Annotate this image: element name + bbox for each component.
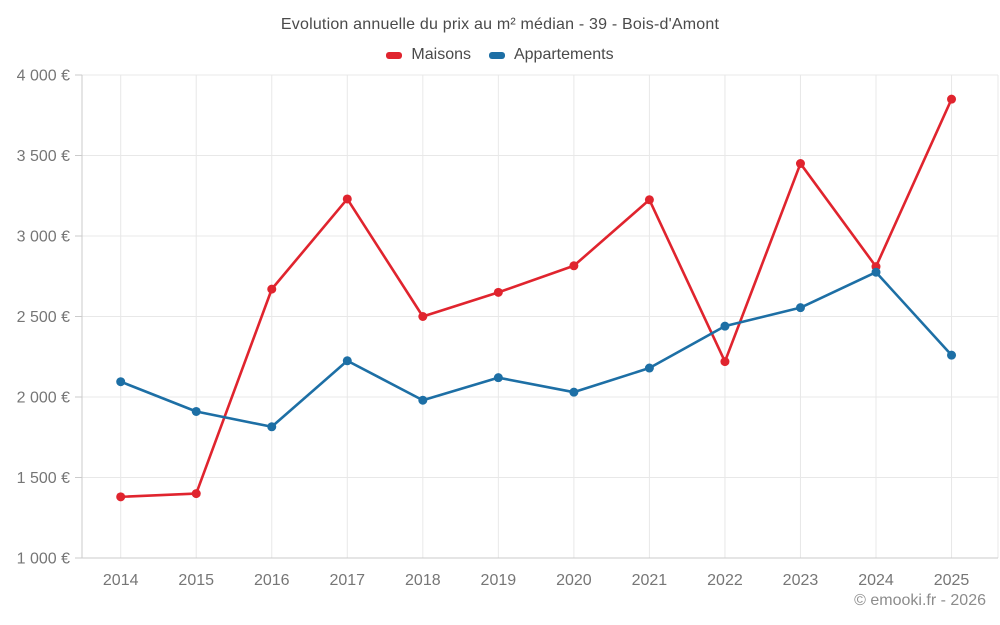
legend-item-maisons[interactable]: Maisons: [386, 46, 471, 64]
series-line-appartements: [119, 270, 953, 429]
data-point-maisons-2022[interactable]: [720, 357, 730, 367]
y-tick-label: 2 000 €: [17, 390, 70, 407]
y-tick-label: 3 000 €: [17, 229, 70, 246]
data-point-maisons-2023[interactable]: [795, 159, 805, 169]
series-line-maisons: [119, 97, 953, 499]
data-point-appartements-2022[interactable]: [720, 321, 730, 331]
data-point-appartements-2019[interactable]: [493, 373, 503, 383]
legend: Maisons Appartements: [0, 46, 1000, 64]
data-point-appartements-2024[interactable]: [871, 267, 881, 277]
data-point-maisons-2025[interactable]: [947, 94, 957, 104]
data-point-maisons-2015[interactable]: [191, 489, 201, 499]
x-tick-label: 2016: [254, 572, 290, 589]
data-point-appartements-2016[interactable]: [267, 422, 277, 432]
data-point-maisons-2016[interactable]: [267, 284, 277, 294]
x-tick-label: 2015: [178, 572, 214, 589]
data-point-maisons-2020[interactable]: [569, 261, 579, 271]
data-point-appartements-2021[interactable]: [644, 363, 654, 373]
legend-swatch-appartements: [488, 51, 505, 59]
chart-title: Evolution annuelle du prix au m² médian …: [280, 16, 720, 33]
x-tick-label: 2014: [103, 572, 139, 589]
x-tick-label: 2019: [481, 572, 517, 589]
data-point-appartements-2015[interactable]: [191, 406, 201, 416]
x-tick-label: 2017: [329, 572, 365, 589]
data-point-appartements-2025[interactable]: [947, 350, 957, 360]
x-tick-label: 2020: [556, 572, 592, 589]
copyright-credit: © emooki.fr - 2026: [854, 592, 986, 609]
data-point-maisons-2017[interactable]: [342, 194, 352, 204]
x-tick-label: 2022: [707, 572, 743, 589]
data-point-maisons-2021[interactable]: [644, 195, 654, 205]
data-point-appartements-2023[interactable]: [795, 303, 805, 313]
x-tick-label: 2024: [858, 572, 894, 589]
y-tick-label: 1 000 €: [17, 551, 70, 568]
x-tick-label: 2021: [632, 572, 668, 589]
y-tick-label: 3 500 €: [17, 148, 70, 165]
x-tick-label: 2023: [783, 572, 819, 589]
x-tick-label: 2025: [934, 572, 970, 589]
legend-swatch-maisons: [386, 51, 403, 59]
data-point-appartements-2018[interactable]: [418, 395, 428, 405]
data-point-appartements-2014[interactable]: [116, 377, 126, 387]
y-tick-label: 2 500 €: [17, 309, 70, 326]
data-point-maisons-2014[interactable]: [116, 492, 126, 502]
y-tick-label: 4 000 €: [17, 68, 70, 85]
data-point-appartements-2020[interactable]: [569, 387, 579, 397]
data-point-maisons-2019[interactable]: [493, 287, 503, 297]
legend-label-appartements: Appartements: [513, 46, 614, 63]
data-point-maisons-2018[interactable]: [418, 312, 428, 321]
data-point-appartements-2017[interactable]: [342, 356, 352, 366]
legend-label-maisons: Maisons: [411, 46, 471, 63]
y-tick-label: 1 500 €: [17, 470, 70, 487]
legend-item-appartements[interactable]: Appartements: [488, 46, 614, 64]
x-tick-label: 2018: [405, 572, 441, 589]
